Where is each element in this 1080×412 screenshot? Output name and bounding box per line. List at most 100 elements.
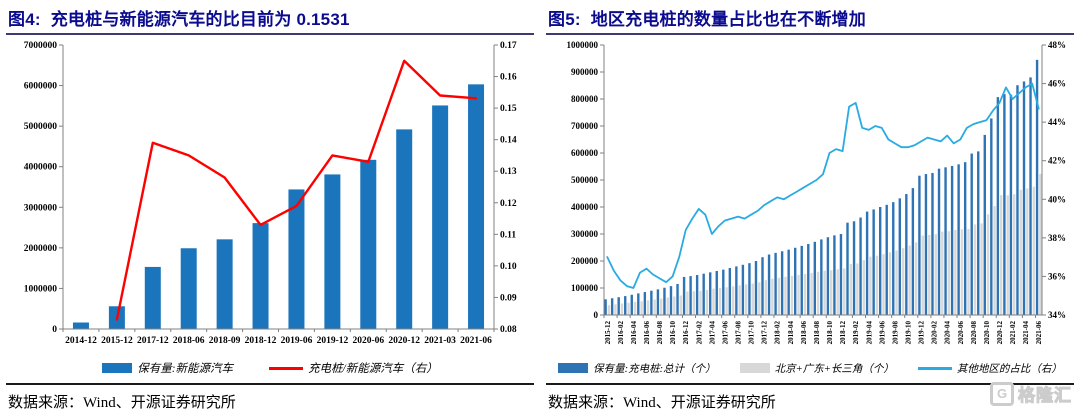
svg-text:40%: 40%: [1048, 194, 1066, 204]
svg-text:400000: 400000: [571, 202, 599, 212]
svg-text:1000000: 1000000: [567, 40, 599, 50]
svg-text:2017-08: 2017-08: [735, 321, 743, 345]
legend-item: 保有量:新能源汽车: [102, 360, 233, 376]
figure5-title-prefix: 图5:: [548, 10, 581, 29]
figure4-chart: 0 1000000 2000000 3000000 4000000 5000000 6000…: [24, 41, 517, 346]
svg-text:2020-12: 2020-12: [388, 336, 420, 346]
svg-text:2021-02: 2021-02: [1009, 321, 1017, 345]
svg-text:36%: 36%: [1048, 271, 1066, 281]
svg-text:38%: 38%: [1048, 233, 1066, 243]
figure4-source: 数据来源：Wind、开源证券研究所: [6, 383, 534, 412]
svg-text:300000: 300000: [571, 229, 599, 239]
legend-label: 保有量:充电桩:总计（个）: [593, 363, 716, 375]
legend-label: 北京+广东+长三角（个）: [774, 363, 894, 375]
svg-text:44%: 44%: [1048, 117, 1066, 127]
figure5-title: 图5: 地区充电桩的数量占比也在不断增加: [546, 0, 1074, 33]
svg-text:2018-12: 2018-12: [245, 336, 277, 346]
svg-text:700000: 700000: [571, 121, 599, 131]
svg-text:2014-12: 2014-12: [65, 336, 97, 346]
svg-text:2018-08: 2018-08: [813, 321, 821, 345]
svg-text:2019-08: 2019-08: [891, 321, 899, 345]
svg-text:0.09: 0.09: [500, 293, 517, 303]
legend-item: 其他地区的占比（右）: [917, 361, 1062, 376]
svg-text:0.14: 0.14: [500, 136, 517, 146]
svg-text:2016-06: 2016-06: [643, 321, 651, 345]
svg-text:42%: 42%: [1048, 156, 1066, 166]
figure4-title-prefix: 图4:: [8, 10, 41, 29]
svg-text:2016-02: 2016-02: [617, 321, 625, 345]
svg-text:2021-03: 2021-03: [424, 336, 456, 346]
svg-text:0.11: 0.11: [500, 230, 516, 240]
bar-swatch: [558, 363, 589, 373]
svg-text:0.08: 0.08: [500, 325, 517, 335]
legend-item: 保有量:充电桩:总计（个）: [558, 361, 716, 376]
svg-text:2020-12: 2020-12: [996, 321, 1004, 345]
svg-text:2021-06: 2021-06: [1035, 321, 1043, 345]
svg-text:2017-12: 2017-12: [761, 321, 769, 345]
svg-text:2019-12: 2019-12: [317, 336, 349, 346]
svg-text:34%: 34%: [1048, 310, 1066, 320]
legend-item: 北京+广东+长三角（个）: [739, 361, 894, 376]
svg-text:2018-06: 2018-06: [800, 321, 808, 345]
svg-text:2020-06: 2020-06: [957, 321, 965, 345]
svg-text:2018-09: 2018-09: [209, 336, 241, 346]
svg-text:2000000: 2000000: [24, 244, 58, 254]
gelonghui-logo-text: 格隆汇: [1018, 386, 1072, 406]
svg-text:2016-08: 2016-08: [656, 321, 664, 345]
svg-text:100000: 100000: [571, 283, 599, 293]
svg-text:2018-04: 2018-04: [787, 321, 795, 345]
svg-text:2020-08: 2020-08: [970, 321, 978, 345]
svg-text:600000: 600000: [571, 148, 599, 158]
svg-text:2019-04: 2019-04: [865, 321, 873, 345]
svg-text:0.13: 0.13: [500, 167, 517, 177]
svg-text:2019-02: 2019-02: [852, 321, 860, 345]
svg-text:2015-12: 2015-12: [604, 321, 612, 345]
figure5-title-divider: [546, 33, 1074, 35]
figure5-source: 数据来源：Wind、开源证券研究所: [546, 383, 1074, 412]
svg-text:7000000: 7000000: [24, 41, 58, 51]
svg-text:2019-06: 2019-06: [281, 336, 313, 346]
svg-text:2020-06: 2020-06: [352, 336, 384, 346]
gelonghui-logo: G 格隆汇: [990, 381, 1072, 406]
svg-text:0: 0: [52, 325, 57, 335]
svg-text:500000: 500000: [571, 175, 599, 185]
svg-text:2018-12: 2018-12: [839, 321, 847, 345]
svg-text:2017-02: 2017-02: [695, 321, 703, 345]
svg-text:0: 0: [594, 310, 599, 320]
figure4-title: 图4: 充电桩与新能源汽车的比目前为 0.1531: [6, 0, 534, 33]
svg-text:2019-10: 2019-10: [905, 321, 913, 345]
svg-text:2018-06: 2018-06: [173, 336, 205, 346]
svg-text:2018-10: 2018-10: [826, 321, 834, 345]
figure5-panel: 图5: 地区充电桩的数量占比也在不断增加 0 100000 200000 300000 4…: [540, 0, 1080, 412]
svg-text:2015-12: 2015-12: [101, 336, 133, 346]
svg-text:6000000: 6000000: [24, 82, 58, 92]
svg-text:2020-10: 2020-10: [983, 321, 991, 345]
legend-label: 充电桩/新能源汽车（右）: [308, 363, 438, 375]
svg-text:2019-06: 2019-06: [878, 321, 886, 345]
svg-text:200000: 200000: [571, 256, 599, 266]
line-swatch: [917, 366, 952, 370]
svg-text:48%: 48%: [1048, 40, 1066, 50]
svg-text:2017-10: 2017-10: [748, 321, 756, 345]
legend-item: 充电桩/新能源汽车（右）: [269, 360, 438, 376]
svg-text:2017-12: 2017-12: [137, 336, 169, 346]
bar-swatch: [739, 363, 770, 373]
legend-label: 保有量:新能源汽车: [137, 363, 234, 375]
svg-text:900000: 900000: [571, 67, 599, 77]
svg-text:800000: 800000: [571, 94, 599, 104]
svg-text:2020-04: 2020-04: [944, 321, 952, 345]
figure4-legend: 保有量:新能源汽车 充电桩/新能源汽车（右）: [6, 359, 534, 377]
figure4-title-divider: [6, 33, 534, 35]
figure5-legend: 保有量:充电桩:总计（个） 北京+广东+长三角（个） 其他地区的占比（右）: [546, 359, 1074, 377]
svg-text:2016-10: 2016-10: [669, 321, 677, 345]
svg-text:2018-02: 2018-02: [774, 321, 782, 345]
svg-text:0.12: 0.12: [500, 199, 517, 209]
svg-text:5000000: 5000000: [24, 122, 58, 132]
svg-text:2021-04: 2021-04: [1022, 321, 1030, 345]
svg-text:2017-04: 2017-04: [708, 321, 716, 345]
svg-text:2016-04: 2016-04: [630, 321, 638, 345]
figure5-chart: 0 100000 200000 300000 400000 500000 600000 700…: [567, 40, 1067, 345]
svg-text:2020-02: 2020-02: [931, 321, 939, 345]
